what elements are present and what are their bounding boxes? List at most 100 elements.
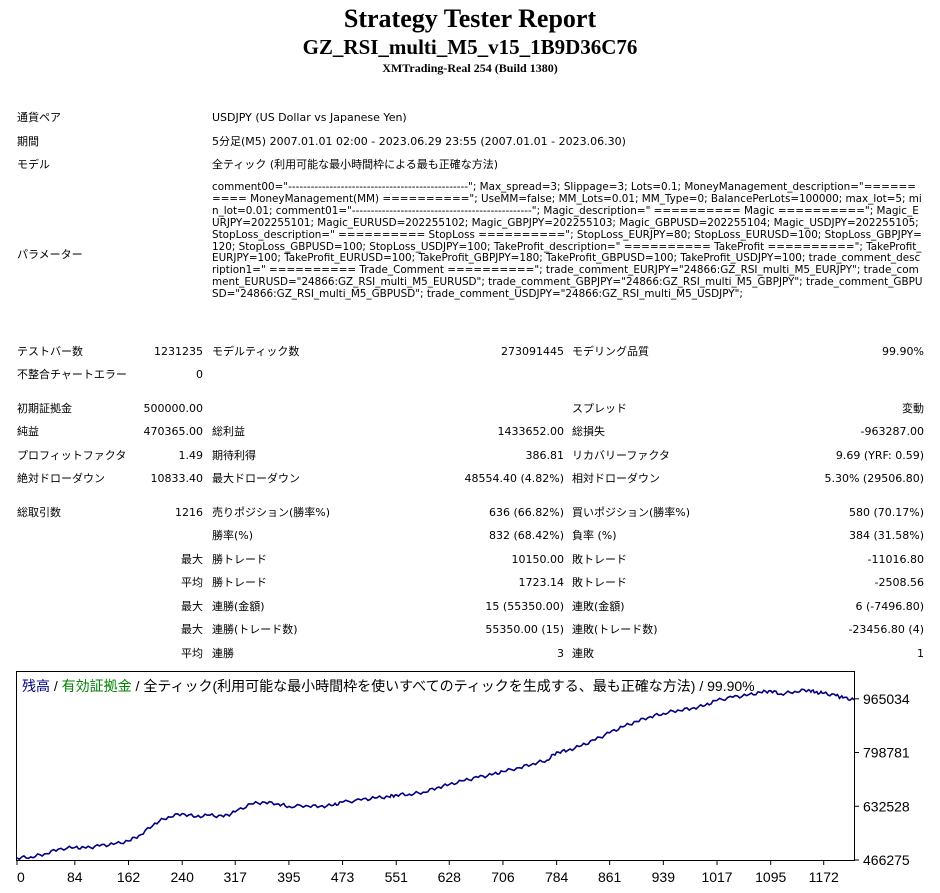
chart-caption: 残高 / 有効証拠金 / 全ティック(利用可能な最小時間枠を使いすべてのティック… <box>22 678 755 694</box>
balance-chart: 残高 / 有効証拠金 / 全ティック(利用可能な最小時間枠を使いすべてのティック… <box>16 671 910 885</box>
ticks-value: 273091445 <box>501 345 564 358</box>
ticks-label: モデルティック数 <box>212 345 300 358</box>
caption-sep: / <box>50 678 62 694</box>
recovery-value: 9.69 (YRF: 0.59) <box>835 449 924 462</box>
largest-loss-label: 敗トレード <box>572 553 627 566</box>
trades-label: 総取引数 <box>17 506 61 519</box>
params-label: パラメーター <box>17 248 83 261</box>
symbol-value: USDJPY (US Dollar vs Japanese Yen) <box>212 111 407 124</box>
avg-consec-losses-label: 連敗 <box>572 647 594 660</box>
max-dd-label: 最大ドローダウン <box>212 472 300 485</box>
deposit-label: 初期証拠金 <box>17 402 72 415</box>
max-consec-loss-value: -23456.80 (4) <box>848 623 924 636</box>
x-tick-label: 861 <box>598 869 622 885</box>
spread-label: スプレッド <box>572 402 627 415</box>
rel-dd-value: 5.30% (29506.80) <box>824 472 924 485</box>
avg-loss-label: 敗トレード <box>572 576 627 589</box>
balance-series-line <box>16 688 855 861</box>
avg-win-value: 1723.14 <box>518 576 565 589</box>
caption-equity: 有効証拠金 <box>62 678 132 694</box>
largest-win-value: 10150.00 <box>511 553 565 566</box>
avg-win-label: 勝トレード <box>212 576 267 589</box>
avg-consec-wins-value: 3 <box>557 647 564 660</box>
quality-value: 99.90% <box>882 345 924 358</box>
model-label: モデル <box>17 158 50 171</box>
expected-label: 期待利得 <box>212 449 256 462</box>
winrate-value: 832 (68.42%) <box>488 529 564 542</box>
max1-label: 最大 <box>181 553 203 566</box>
gross-loss-value: -963287.00 <box>860 425 924 438</box>
rel-dd-label: 相対ドローダウン <box>572 472 660 485</box>
plot-area <box>16 671 855 861</box>
avg2-label: 平均 <box>181 647 203 660</box>
lossrate-label: 負率 (%) <box>572 529 617 542</box>
x-tick-label: 240 <box>171 869 195 885</box>
y-tick-label: 798781 <box>863 745 910 761</box>
y-tick-label: 632528 <box>863 798 910 814</box>
x-tick-label: 551 <box>385 869 409 885</box>
caption-balance: 残高 <box>22 678 50 694</box>
params-value: comment00="-----------------------------… <box>212 181 923 301</box>
x-tick-label: 1017 <box>701 869 732 885</box>
avg1-label: 平均 <box>181 576 203 589</box>
mismatch-label: 不整合チャートエラー <box>17 368 127 381</box>
net-value: 470365.00 <box>143 425 204 438</box>
symbol-label: 通貨ペア <box>17 111 61 124</box>
pf-label: プロフィットファクタ <box>17 449 127 462</box>
bars-value: 1231235 <box>154 345 203 358</box>
x-tick-label: 706 <box>491 869 515 885</box>
recovery-label: リカバリーファクタ <box>572 449 670 462</box>
abs-dd-value: 10833.40 <box>150 472 204 485</box>
spread-value: 変動 <box>902 402 924 415</box>
long-label: 買いポジション(勝率%) <box>572 506 691 519</box>
max-consec-profit-value: 55350.00 (15) <box>485 623 564 636</box>
max-consec-wins-value: 15 (55350.00) <box>485 600 564 613</box>
mismatch-value: 0 <box>196 368 203 381</box>
quality-label: モデリング品質 <box>572 345 649 358</box>
gross-loss-label: 総損失 <box>572 425 605 438</box>
avg-loss-value: -2508.56 <box>874 576 924 589</box>
bars-label: テストバー数 <box>17 345 83 358</box>
max-dd-value: 48554.40 (4.82%) <box>464 472 564 485</box>
lossrate-value: 384 (31.58%) <box>848 529 924 542</box>
max-consec-losses-label: 連敗(金額) <box>572 600 625 613</box>
ea-name: GZ_RSI_multi_M5_v15_1B9D36C76 <box>302 35 638 59</box>
x-tick-label: 784 <box>545 869 569 885</box>
model-value: 全ティック (利用可能な最小時間枠による最も正確な方法) <box>212 158 499 171</box>
largest-loss-value: -11016.80 <box>867 553 924 566</box>
max2-label: 最大 <box>181 600 203 613</box>
avg-consec-losses-value: 1 <box>917 647 924 660</box>
x-axis: 0 84 162 240 317 395 473 551 628 706 784 861 939 1017… <box>16 860 839 885</box>
largest-win-label: 勝トレード <box>212 553 267 566</box>
pf-value: 1.49 <box>178 449 204 462</box>
abs-dd-label: 絶対ドローダウン <box>17 472 105 485</box>
x-tick-label: 395 <box>277 869 301 885</box>
x-tick-label: 0 <box>17 869 25 885</box>
period-value: 5分足(M5) 2007.01.01 02:00 - 2023.06.29 23… <box>212 135 626 148</box>
short-label: 売りポジション(勝率%) <box>212 506 331 519</box>
caption-rest: / 全ティック(利用可能な最小時間枠を使いすべてのティックを生成する、最も正確な… <box>132 678 755 694</box>
server-build: XMTrading-Real 254 (Build 1380) <box>382 61 558 75</box>
max-consec-profit-label: 連勝(トレード数) <box>212 623 298 636</box>
max-consec-losses-value: 6 (-7496.80) <box>855 600 924 613</box>
x-tick-label: 473 <box>331 869 355 885</box>
short-value: 636 (66.82%) <box>488 506 564 519</box>
period-label: 期間 <box>17 135 39 148</box>
max-consec-loss-label: 連敗(トレード数) <box>572 623 658 636</box>
avg-consec-wins-label: 連勝 <box>212 647 234 660</box>
x-tick-label: 1172 <box>809 869 839 885</box>
expected-value: 386.81 <box>525 449 565 462</box>
y-axis: 965034 798781 632528 466275 <box>854 691 910 868</box>
y-tick-label: 466275 <box>863 852 910 868</box>
x-tick-label: 628 <box>438 869 462 885</box>
x-tick-label: 162 <box>117 869 141 885</box>
x-tick-label: 939 <box>652 869 676 885</box>
winrate-label: 勝率(%) <box>212 529 254 542</box>
deposit-value: 500000.00 <box>143 402 204 415</box>
net-label: 純益 <box>17 425 39 438</box>
report-title: Strategy Tester Report <box>343 4 597 33</box>
y-tick-label: 965034 <box>863 691 910 707</box>
x-tick-label: 1095 <box>755 869 786 885</box>
x-tick-label: 84 <box>67 869 83 885</box>
x-tick-label: 317 <box>224 869 248 885</box>
